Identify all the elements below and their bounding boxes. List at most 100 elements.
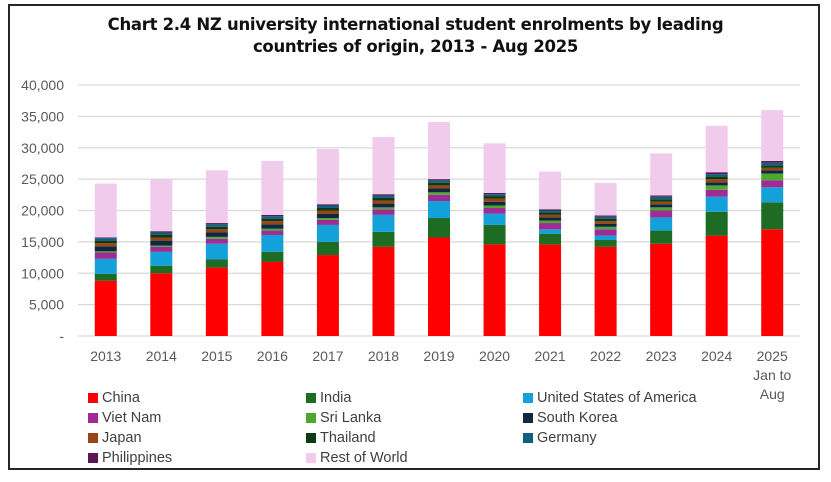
bar-segment-india-2013 bbox=[94, 273, 117, 281]
bar-segment-thailand-2021 bbox=[539, 212, 562, 215]
legend-swatch bbox=[523, 433, 533, 443]
bar-segment-thailand-2019 bbox=[428, 182, 450, 186]
legend-swatch bbox=[88, 453, 98, 463]
x-tick-label: 2015 bbox=[201, 348, 232, 364]
bar-segment-germany-2018 bbox=[372, 195, 395, 198]
bar-segment-china-2023 bbox=[650, 243, 673, 336]
chart-title-line-1: Chart 2.4 NZ university international st… bbox=[107, 15, 724, 34]
legend-label: Sri Lanka bbox=[320, 410, 382, 426]
chart-title: Chart 2.4 NZ university international st… bbox=[0, 14, 831, 58]
bar-segment-japan-2022 bbox=[594, 221, 617, 224]
bar-segment-south-korea-2025 bbox=[761, 170, 784, 174]
bar-segment-germany-2017 bbox=[316, 205, 339, 208]
bar-segment-japan-2019 bbox=[428, 185, 450, 189]
bar-segment-viet-nam-2024 bbox=[705, 189, 728, 197]
x-tick-label: 2022 bbox=[590, 348, 621, 364]
bar-segment-india-2021 bbox=[539, 233, 562, 245]
bar-segment-thailand-2016 bbox=[261, 218, 284, 222]
bar-stack-2019 bbox=[428, 122, 450, 336]
bar-segment-japan-2025 bbox=[761, 167, 784, 171]
bar-segment-sri-lanka-2021 bbox=[539, 220, 562, 224]
legend-swatch bbox=[306, 393, 316, 403]
legend-item-viet-nam: Viet Nam bbox=[88, 410, 161, 426]
bar-segment-rest-of-world-2021 bbox=[539, 171, 562, 210]
bar-segment-sri-lanka-2016 bbox=[261, 228, 284, 231]
legend-label: South Korea bbox=[537, 410, 618, 426]
bar-segment-china-2015 bbox=[205, 267, 228, 336]
bar-segment-thailand-2022 bbox=[594, 218, 617, 222]
bar-segment-japan-2014 bbox=[150, 237, 173, 241]
bar-segment-south-korea-2013 bbox=[94, 246, 117, 252]
bar-segment-united-states-of-america-2022 bbox=[594, 235, 617, 240]
legend-item-india: India bbox=[306, 390, 351, 406]
legend-swatch bbox=[523, 393, 533, 403]
bar-segment-japan-2016 bbox=[261, 221, 284, 225]
bar-segment-rest-of-world-2020 bbox=[483, 143, 506, 193]
bars bbox=[94, 110, 784, 336]
bar-segment-south-korea-2014 bbox=[150, 240, 173, 246]
bar-segment-india-2018 bbox=[372, 231, 395, 247]
y-tick-label: 5,000 bbox=[29, 297, 64, 313]
legend-label: Germany bbox=[537, 430, 597, 446]
bar-segment-japan-2023 bbox=[650, 201, 673, 205]
x-tick-label: Jan to bbox=[753, 367, 791, 383]
bar-segment-united-states-of-america-2021 bbox=[539, 229, 562, 234]
bar-segment-china-2021 bbox=[539, 244, 562, 336]
bar-segment-thailand-2020 bbox=[483, 196, 506, 199]
bar-segment-united-states-of-america-2013 bbox=[94, 258, 117, 274]
bar-segment-south-korea-2023 bbox=[650, 204, 673, 208]
bar-segment-rest-of-world-2016 bbox=[261, 160, 284, 215]
bar-segment-china-2014 bbox=[150, 273, 173, 336]
bar-segment-india-2015 bbox=[205, 259, 228, 268]
legend-swatch bbox=[88, 433, 98, 443]
bar-segment-united-states-of-america-2020 bbox=[483, 213, 506, 225]
bar-segment-japan-2024 bbox=[705, 179, 728, 183]
bar-segment-thailand-2018 bbox=[372, 197, 395, 201]
bar-segment-south-korea-2017 bbox=[316, 213, 339, 219]
bar-segment-china-2020 bbox=[483, 244, 506, 336]
bar-stack-2017 bbox=[316, 149, 339, 336]
y-tick-label: - bbox=[59, 328, 64, 344]
x-tick-label: 2025 bbox=[757, 348, 788, 364]
chart-frame bbox=[8, 4, 820, 470]
x-tick-label: 2020 bbox=[479, 348, 510, 364]
bar-segment-thailand-2015 bbox=[205, 226, 228, 230]
bar-segment-united-states-of-america-2025 bbox=[761, 187, 784, 203]
bar-segment-rest-of-world-2018 bbox=[372, 137, 395, 195]
bar-segment-germany-2014 bbox=[150, 232, 173, 235]
y-tick-label: 30,000 bbox=[21, 140, 64, 156]
y-tick-label: 20,000 bbox=[21, 203, 64, 219]
bar-segment-south-korea-2024 bbox=[705, 182, 728, 186]
legend-label: Thailand bbox=[320, 430, 376, 446]
x-tick-label: Aug bbox=[760, 386, 785, 402]
bar-segment-germany-2025 bbox=[761, 162, 784, 166]
legend-item-thailand: Thailand bbox=[306, 430, 376, 446]
bar-stack-2015 bbox=[205, 170, 228, 336]
bar-segment-sri-lanka-2018 bbox=[372, 207, 395, 210]
bar-segment-rest-of-world-2024 bbox=[705, 125, 728, 173]
bar-stack-2014 bbox=[150, 179, 173, 336]
bar-segment-china-2018 bbox=[372, 246, 395, 336]
bar-segment-india-2022 bbox=[594, 239, 617, 247]
bar-segment-sri-lanka-2019 bbox=[428, 192, 450, 195]
bar-segment-germany-2019 bbox=[428, 180, 450, 183]
bar-segment-united-states-of-america-2017 bbox=[316, 224, 339, 242]
legend-label: India bbox=[320, 390, 352, 406]
y-axis: - 5,000 10,000 15,000 20,000 25,000 30,000 35,0… bbox=[21, 77, 64, 344]
bar-segment-philippines-2025 bbox=[761, 160, 784, 163]
bar-segment-sri-lanka-2025 bbox=[761, 173, 784, 181]
bar-segment-india-2014 bbox=[150, 265, 173, 274]
bar-segment-philippines-2015 bbox=[205, 223, 228, 225]
bar-segment-thailand-2014 bbox=[150, 234, 173, 238]
bar-segment-viet-nam-2013 bbox=[94, 252, 117, 259]
bar-segment-philippines-2018 bbox=[372, 194, 395, 196]
bar-segment-rest-of-world-2017 bbox=[316, 149, 339, 205]
y-tick-label: 10,000 bbox=[21, 265, 64, 281]
bar-segment-united-states-of-america-2016 bbox=[261, 234, 284, 252]
bar-segment-sri-lanka-2024 bbox=[705, 185, 728, 190]
bar-segment-united-states-of-america-2023 bbox=[650, 217, 673, 231]
legend-swatch bbox=[88, 393, 98, 403]
bar-segment-rest-of-world-2013 bbox=[94, 183, 117, 238]
bar-segment-thailand-2023 bbox=[650, 199, 673, 202]
bar-segment-rest-of-world-2019 bbox=[428, 122, 450, 180]
